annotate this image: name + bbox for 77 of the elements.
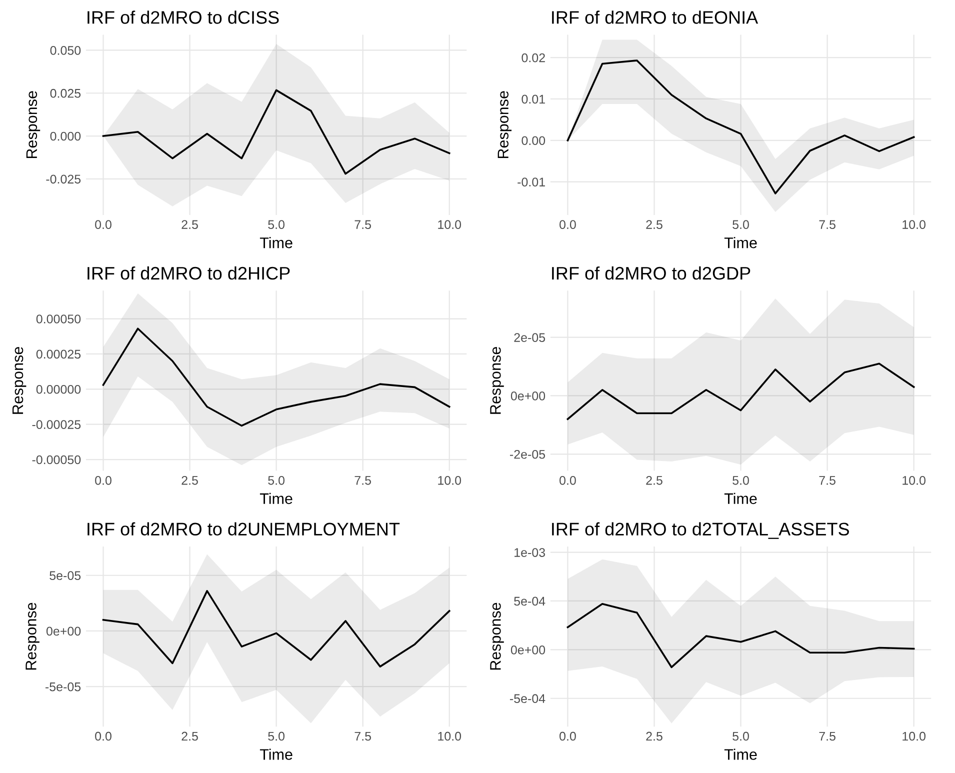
line-series <box>566 362 915 420</box>
x-tick-label: 7.5 <box>819 476 836 485</box>
x-tick-label: 7.5 <box>354 476 371 485</box>
x-tick-label: 2.5 <box>646 732 662 741</box>
x-tick-label: 7.5 <box>819 220 836 229</box>
chart-title: IRF of d2MRO to d2TOTAL_ASSETS <box>552 522 849 539</box>
x-tick-label: 5.0 <box>268 220 285 229</box>
chart-title: IRF of d2MRO to dEONIA <box>552 10 758 24</box>
y-tick-label: 5e-05 <box>50 571 81 580</box>
x-tick-label: 0.0 <box>95 476 112 485</box>
x-tick-label: 2.5 <box>182 220 198 229</box>
x-tick-label: 10.0 <box>438 732 462 741</box>
line-series <box>102 89 450 175</box>
y-axis-title: Response <box>490 346 504 414</box>
x-tick-label: 7.5 <box>819 732 836 741</box>
x-tick-label: 7.5 <box>354 220 371 229</box>
x-tick-label: 0.0 <box>560 476 576 485</box>
y-tick-label: -2e-05 <box>510 450 546 459</box>
x-tick-label: 5.0 <box>732 220 749 229</box>
y-tick-label: -5e-04 <box>510 694 546 704</box>
line-series <box>102 590 450 668</box>
y-tick-label: 0.00000 <box>36 384 81 394</box>
x-tick-label: 2.5 <box>646 476 662 485</box>
x-tick-label: 10.0 <box>902 732 926 741</box>
y-axis-title: Response <box>26 91 40 158</box>
y-tick-label: 0.000 <box>50 132 81 141</box>
y-axis-title: Response <box>498 91 512 158</box>
x-tick-label: 7.5 <box>354 732 371 741</box>
y-tick-label: -0.00025 <box>32 420 81 429</box>
line-series <box>566 603 915 668</box>
x-axis-title: Time <box>260 237 292 248</box>
chart-title: IRF of d2MRO to dCISS <box>88 10 279 24</box>
x-axis-title: Time <box>724 492 757 504</box>
x-tick-label: 10.0 <box>902 220 926 229</box>
x-tick-label: 5.0 <box>268 476 285 485</box>
y-tick-label: 2e-05 <box>514 333 546 342</box>
x-tick-label: 2.5 <box>182 476 198 485</box>
y-tick-label: 0.02 <box>522 53 545 62</box>
y-tick-label: 0.00 <box>522 136 546 146</box>
x-axis-title: Time <box>724 237 757 248</box>
y-axis-title: Response <box>12 346 26 414</box>
y-tick-label: 1e-03 <box>514 548 546 557</box>
y-tick-label: 0.025 <box>50 88 81 98</box>
line-series <box>566 60 915 194</box>
y-tick-label: -0.025 <box>46 174 81 184</box>
y-tick-label: 0e+00 <box>510 392 546 400</box>
y-tick-label: 0.00025 <box>36 350 81 359</box>
x-tick-label: 0.0 <box>560 732 576 741</box>
x-tick-label: 5.0 <box>732 476 749 485</box>
y-tick-label: 5e-04 <box>514 596 546 606</box>
y-tick-label: -0.00050 <box>32 455 81 464</box>
y-tick-label: 0.050 <box>50 46 81 55</box>
x-tick-label: 0.0 <box>560 220 576 229</box>
y-tick-label: -0.01 <box>518 178 545 186</box>
y-tick-label: -5e-05 <box>46 682 81 692</box>
x-tick-label: 5.0 <box>268 732 285 741</box>
chart-title: IRF of d2MRO to d2GDP <box>552 266 750 280</box>
x-tick-label: 10.0 <box>438 476 462 485</box>
x-tick-label: 2.5 <box>182 732 198 741</box>
x-axis-title: Time <box>260 748 292 760</box>
x-axis-title: Time <box>260 492 292 504</box>
y-axis-title: Response <box>26 602 40 670</box>
y-axis-title: Response <box>490 602 504 670</box>
x-tick-label: 2.5 <box>646 220 662 229</box>
x-axis-title: Time <box>724 748 757 760</box>
y-tick-label: 0.01 <box>522 94 545 104</box>
x-tick-label: 0.0 <box>95 220 112 229</box>
y-tick-label: 0e+00 <box>510 645 546 654</box>
x-tick-label: 0.0 <box>95 732 112 741</box>
chart-title: IRF of d2MRO to d2UNEMPLOYMENT <box>88 522 400 536</box>
x-tick-label: 5.0 <box>732 732 749 741</box>
line-series <box>102 328 450 427</box>
y-tick-label: 0.00050 <box>36 314 81 324</box>
x-tick-label: 10.0 <box>438 220 462 229</box>
y-tick-label: 0e+00 <box>46 626 81 636</box>
chart-title: IRF of d2MRO to d2HICP <box>88 266 290 280</box>
x-tick-label: 10.0 <box>902 476 926 485</box>
